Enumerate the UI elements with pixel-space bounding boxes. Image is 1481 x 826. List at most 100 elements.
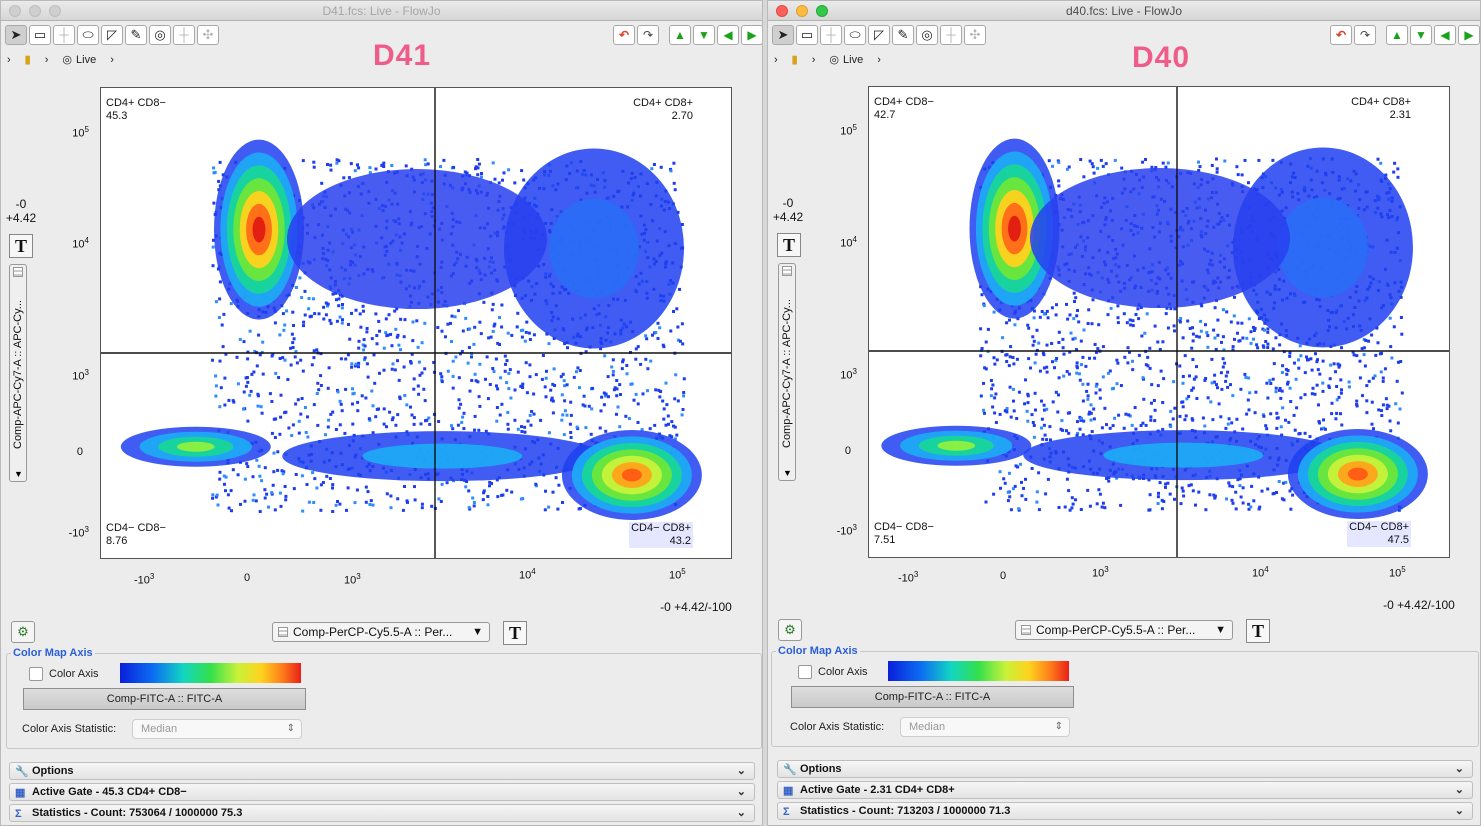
statistics-panel[interactable]: Σ Statistics - Count: 713203 / 1000000 7… [777, 802, 1473, 820]
overlay-icon[interactable]: ◎ [916, 25, 938, 45]
density-cell [565, 413, 569, 417]
density-cell [557, 483, 561, 487]
y-axis-selector[interactable]: Comp-APC-Cy7-A :: APC-Cy... ▼ [778, 263, 796, 481]
density-cell [1191, 332, 1195, 336]
y-axis-selector[interactable]: Comp-APC-Cy7-A :: APC-Cy... ▼ [9, 264, 27, 482]
ellipse-gate-icon[interactable]: ⬭ [844, 25, 866, 45]
freehand-icon[interactable]: ✎ [125, 25, 147, 45]
density-cell [1381, 403, 1385, 407]
density-cell [615, 412, 618, 416]
statistics-panel[interactable]: Σ Statistics - Count: 753064 / 1000000 7… [9, 804, 755, 822]
pointer-icon[interactable]: ➤ [772, 25, 794, 45]
up-arrow-icon[interactable]: ▲ [1386, 25, 1408, 45]
freehand-icon[interactable]: ✎ [892, 25, 914, 45]
x-axis-selector[interactable]: Comp-PerCP-Cy5.5-A :: Per... ▼ [272, 622, 490, 642]
minimize-button[interactable] [29, 5, 41, 17]
polygon-gate-icon[interactable]: ◸ [868, 25, 890, 45]
undo-icon[interactable]: ↶ [613, 25, 635, 45]
chevron-right-icon[interactable]: › [7, 53, 11, 66]
breadcrumb-live[interactable]: Live [843, 53, 864, 66]
breadcrumb-live[interactable]: Live [76, 53, 97, 66]
ellipse-gate-icon[interactable]: ⬭ [77, 25, 99, 45]
up-arrow-icon[interactable]: ▲ [669, 25, 691, 45]
dot-plot[interactable]: CD4+ CD8− 45.3 CD4+ CD8+ 2.70 CD4− CD8− 8.7… [100, 87, 732, 559]
text-tool-icon[interactable]: T [777, 233, 801, 257]
density-cell [315, 392, 319, 395]
dot-plot[interactable]: CD4+ CD8− 42.7 CD4+ CD8+ 2.31 CD4− CD8− 7.5… [868, 86, 1450, 558]
tube-icon[interactable]: ▮ [791, 54, 798, 66]
color-statistic-select[interactable]: Median ⇕ [900, 717, 1070, 737]
color-axis-checkbox[interactable] [798, 665, 812, 679]
density-cell [1166, 481, 1170, 485]
density-cell [1372, 427, 1375, 431]
close-button[interactable] [9, 5, 21, 17]
options-panel[interactable]: 🔧 Options ⌄ [777, 760, 1473, 778]
bisector-icon[interactable]: ┼ [173, 25, 195, 45]
left-arrow-icon[interactable]: ◀ [1434, 25, 1456, 45]
redo-icon[interactable]: ↷ [637, 25, 659, 45]
minimize-button[interactable] [796, 5, 808, 17]
density-cell [1044, 492, 1048, 496]
quadrant-ul-label: CD4+ CD8− 42.7 [874, 96, 934, 122]
rectangle-gate-icon[interactable]: ▭ [29, 25, 51, 45]
redo-icon[interactable]: ↷ [1354, 25, 1376, 45]
density-cell [1243, 158, 1247, 162]
density-cell [1139, 306, 1143, 309]
density-cell [1065, 302, 1068, 306]
density-cell [1068, 508, 1072, 512]
text-tool-icon[interactable]: T [1246, 619, 1270, 643]
density-cell [615, 379, 619, 382]
density-cell [550, 396, 554, 400]
right-arrow-icon[interactable]: ▶ [741, 25, 762, 45]
tube-icon[interactable]: ▮ [24, 54, 31, 66]
density-cell [326, 304, 329, 308]
active-gate-panel[interactable]: ▦ Active Gate - 2.31 CD4+ CD8+ ⌄ [777, 781, 1473, 799]
spider-icon[interactable]: ✣ [197, 25, 219, 45]
chevron-right-icon[interactable]: › [110, 53, 114, 66]
density-cell [366, 375, 370, 379]
undo-icon[interactable]: ↶ [1330, 25, 1352, 45]
options-panel[interactable]: 🔧 Options ⌄ [9, 762, 755, 780]
color-param-button[interactable]: Comp-FITC-A :: FITC-A [791, 686, 1074, 708]
y-tick: 0 [76, 446, 83, 458]
polygon-gate-icon[interactable]: ◸ [101, 25, 123, 45]
chevron-right-icon[interactable]: › [811, 53, 816, 66]
layout-icon[interactable]: ⚙ [11, 621, 35, 643]
text-tool-icon[interactable]: T [503, 621, 527, 645]
density-cell [1197, 335, 1201, 339]
layout-icon[interactable]: ⚙ [778, 619, 802, 641]
right-arrow-icon[interactable]: ▶ [1458, 25, 1480, 45]
close-button[interactable] [776, 5, 788, 17]
active-gate-panel[interactable]: ▦ Active Gate - 45.3 CD4+ CD8− ⌄ [9, 783, 755, 801]
spider-icon[interactable]: ✣ [964, 25, 986, 45]
text-tool-icon[interactable]: T [9, 234, 33, 258]
chevron-right-icon[interactable]: › [774, 53, 778, 66]
color-axis-checkbox[interactable] [29, 667, 43, 681]
overlay-icon[interactable]: ◎ [149, 25, 171, 45]
zoom-button[interactable] [816, 5, 828, 17]
quadrant-gate-icon[interactable]: ┼ [53, 25, 75, 45]
bisector-icon[interactable]: ┼ [940, 25, 962, 45]
down-arrow-icon[interactable]: ▼ [693, 25, 715, 45]
density-cell [1098, 388, 1102, 392]
pointer-icon[interactable]: ➤ [5, 25, 27, 45]
quadrant-ur-name: CD4+ CD8+ [1351, 96, 1411, 108]
zoom-button[interactable] [49, 5, 61, 17]
quadrant-gate-icon[interactable]: ┼ [820, 25, 842, 45]
density-cell [1026, 401, 1030, 405]
rectangle-gate-icon[interactable]: ▭ [796, 25, 818, 45]
density-cell [403, 485, 406, 488]
color-param-button[interactable]: Comp-FITC-A :: FITC-A [23, 688, 306, 710]
down-arrow-icon[interactable]: ▼ [1410, 25, 1432, 45]
density-cell [365, 327, 369, 330]
density-cell [513, 181, 517, 185]
chevron-right-icon[interactable]: › [877, 53, 881, 66]
chevron-right-icon[interactable]: › [44, 53, 49, 66]
x-axis-selector[interactable]: Comp-PerCP-Cy5.5-A :: Per... ▼ [1015, 620, 1233, 640]
density-cell [1210, 357, 1214, 361]
density-cell [507, 168, 511, 172]
left-arrow-icon[interactable]: ◀ [717, 25, 739, 45]
density-cell [1160, 498, 1164, 502]
quadrant-lr-value: 47.5 [1387, 534, 1409, 546]
color-statistic-select[interactable]: Median ⇕ [132, 719, 302, 739]
